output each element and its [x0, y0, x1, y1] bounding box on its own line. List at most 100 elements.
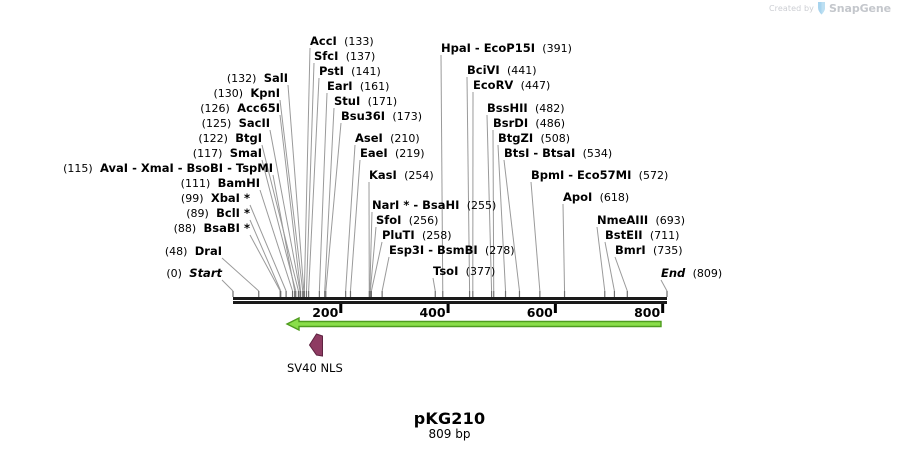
site-position: (255) [466, 199, 497, 212]
restriction-site-label-BamHI[interactable]: (111) BamHI [180, 177, 260, 191]
leader-line-SmaI [261, 159, 297, 292]
leader-line-BciVI [466, 76, 471, 292]
restriction-site-label-KpnI[interactable]: (130) KpnI [213, 86, 280, 101]
restriction-site-label-EaeI[interactable]: EaeI (219) [360, 147, 425, 161]
leader-line-BtsI [503, 159, 520, 292]
site-enzyme-name: BciVI [467, 63, 500, 77]
restriction-site-label-BsrDI[interactable]: BsrDI (486) [493, 116, 565, 131]
leader-line-PluTI [370, 241, 383, 292]
site-position: (99) [180, 192, 204, 205]
site-enzyme-name: KpnI [250, 86, 280, 100]
restriction-site-label-KasI[interactable]: KasI (254) [369, 169, 434, 183]
restriction-site-label-BsaBI[interactable]: (88) BsaBI * [173, 221, 250, 236]
site-enzyme-name: Start [189, 266, 222, 280]
site-enzyme-name: SfoI [376, 213, 402, 227]
restriction-site-label-End[interactable]: End (809) [661, 267, 722, 281]
restriction-site-label-AseI[interactable]: AseI (210) [355, 131, 420, 146]
restriction-site-label-SfoI[interactable]: SfoI (256) [376, 213, 438, 228]
restriction-site-label-SalI[interactable]: (132) SalI [227, 72, 288, 86]
site-position: (693) [655, 214, 686, 227]
leader-line-NarI [369, 211, 373, 292]
site-position: (133) [344, 35, 374, 48]
site-position: (219) [395, 147, 425, 160]
site-enzyme-name: PluTI [382, 228, 415, 242]
site-enzyme-name: BstEII [605, 228, 643, 242]
site-position: (210) [390, 132, 420, 145]
restriction-site-label-BtsI-BtsaI[interactable]: BtsI - BtsaI (534) [504, 146, 613, 161]
restriction-site-label-AccI[interactable]: AccI (133) [310, 35, 374, 49]
snapgene-watermark: Created by SnapGene [769, 2, 891, 15]
ruler-label-400: 400 [419, 305, 446, 320]
site-enzyme-name: EcoRV [473, 78, 514, 92]
site-enzyme-name: Esp3I [389, 243, 425, 257]
site-position: (130) [213, 87, 244, 100]
site-enzyme-name: BsmBI [437, 243, 478, 257]
restriction-site-label-Acc65I[interactable]: (126) Acc65I [200, 102, 280, 116]
restriction-site-label-Bsu36I[interactable]: Bsu36I (173) [341, 110, 422, 124]
restriction-site-label-HpaI-EcoP15I[interactable]: HpaI - EcoP15I (391) [441, 41, 572, 56]
leader-line-HpaI [440, 54, 444, 292]
restriction-site-label-NmeAIII[interactable]: NmeAIII (693) [597, 214, 686, 228]
leader-line-DraI [221, 257, 260, 292]
leader-line-BsaBI [249, 234, 281, 292]
restriction-site-label-BstEII[interactable]: BstEII (711) [605, 228, 679, 243]
site-position: (254) [404, 169, 434, 182]
restriction-site-label-PstI[interactable]: PstI (141) [319, 65, 381, 79]
ruler-tick-800 [661, 304, 665, 313]
site-enzyme-name: StuI [334, 94, 361, 108]
leader-line-EarI [318, 92, 328, 292]
restriction-site-label-PluTI[interactable]: PluTI (258) [382, 228, 452, 243]
site-position: (88) [173, 222, 197, 235]
plasmid-size-label: 809 bp [428, 427, 471, 441]
restriction-site-label-TsoI[interactable]: TsoI (377) [433, 264, 495, 279]
restriction-site-label-BciVI[interactable]: BciVI (441) [467, 63, 537, 78]
restriction-site-label-BtgI[interactable]: (122) BtgI [198, 132, 262, 146]
site-enzyme-name: BsrDI [493, 116, 529, 130]
restriction-site-label-SacII[interactable]: (125) SacII [202, 117, 270, 131]
orf-arrow-group[interactable] [285, 316, 662, 332]
site-enzyme-name: XbaI [210, 191, 240, 205]
site-position: (126) [200, 102, 230, 115]
site-position: (278) [484, 244, 515, 257]
site-enzyme-name: TsoI [433, 264, 459, 278]
leader-line-group [221, 47, 668, 297]
restriction-site-label-ApoI[interactable]: ApoI (618) [563, 190, 629, 205]
site-enzyme-name: BclI [216, 206, 240, 220]
site-enzyme-name: BtsaI [542, 146, 576, 160]
restriction-site-label-BpmI-Eco57MI[interactable]: BpmI - Eco57MI (572) [531, 168, 669, 183]
restriction-site-label-BssHII[interactable]: BssHII (482) [487, 102, 565, 116]
restriction-site-label-EarI[interactable]: EarI (161) [327, 80, 390, 94]
site-enzyme-name: ApoI [563, 190, 593, 204]
restriction-site-label-AvaI-XmaI-BsoBI-TspMI[interactable]: (115) AvaI - XmaI - BsoBI - TspMI [63, 161, 273, 176]
restriction-site-label-SfcI[interactable]: SfcI (137) [314, 50, 376, 64]
restriction-site-label-Esp3I-BsmBI[interactable]: Esp3I - BsmBI (278) [389, 243, 515, 258]
site-position: (441) [507, 64, 537, 77]
leader-line-BsrDI [492, 129, 495, 292]
restriction-site-label-EcoRV[interactable]: EcoRV (447) [473, 78, 550, 93]
restriction-site-label-XbaI[interactable]: (99) XbaI * [180, 191, 250, 206]
site-enzyme-name: EcoP15I [483, 41, 535, 55]
site-position: (137) [345, 50, 376, 63]
restriction-site-label-SmaI[interactable]: (117) SmaI [193, 147, 262, 161]
site-enzyme-name: Eco57MI [577, 168, 632, 182]
restriction-site-label-Start[interactable]: (0) Start [166, 266, 222, 281]
leader-line-SalI [287, 84, 305, 292]
leader-line-XbaI [249, 204, 287, 292]
leader-line-BstEII [604, 241, 615, 292]
feature-label-sv40-nls[interactable]: SV40 NLS [287, 361, 343, 375]
site-position: (161) [359, 80, 390, 93]
restriction-site-label-BclI[interactable]: (89) BclI * [186, 206, 250, 221]
leader-line-Start [221, 279, 234, 292]
site-enzyme-name: BsaBI [203, 221, 240, 235]
backbone-line-upper [233, 297, 667, 300]
feature-group[interactable] [308, 333, 323, 357]
site-position: (111) [180, 177, 211, 190]
restriction-site-label-NarI-BsaHI[interactable]: NarI * - BsaHI (255) [372, 198, 497, 213]
leader-line-BssHII [486, 114, 493, 292]
restriction-site-label-BtgZI[interactable]: BtgZI (508) [498, 132, 570, 146]
restriction-site-label-StuI[interactable]: StuI (171) [334, 94, 397, 109]
restriction-site-label-BmrI[interactable]: BmrI (735) [615, 244, 683, 258]
site-enzyme-name: AseI [355, 131, 383, 145]
restriction-site-label-DraI[interactable]: (48) DraI [165, 245, 222, 259]
